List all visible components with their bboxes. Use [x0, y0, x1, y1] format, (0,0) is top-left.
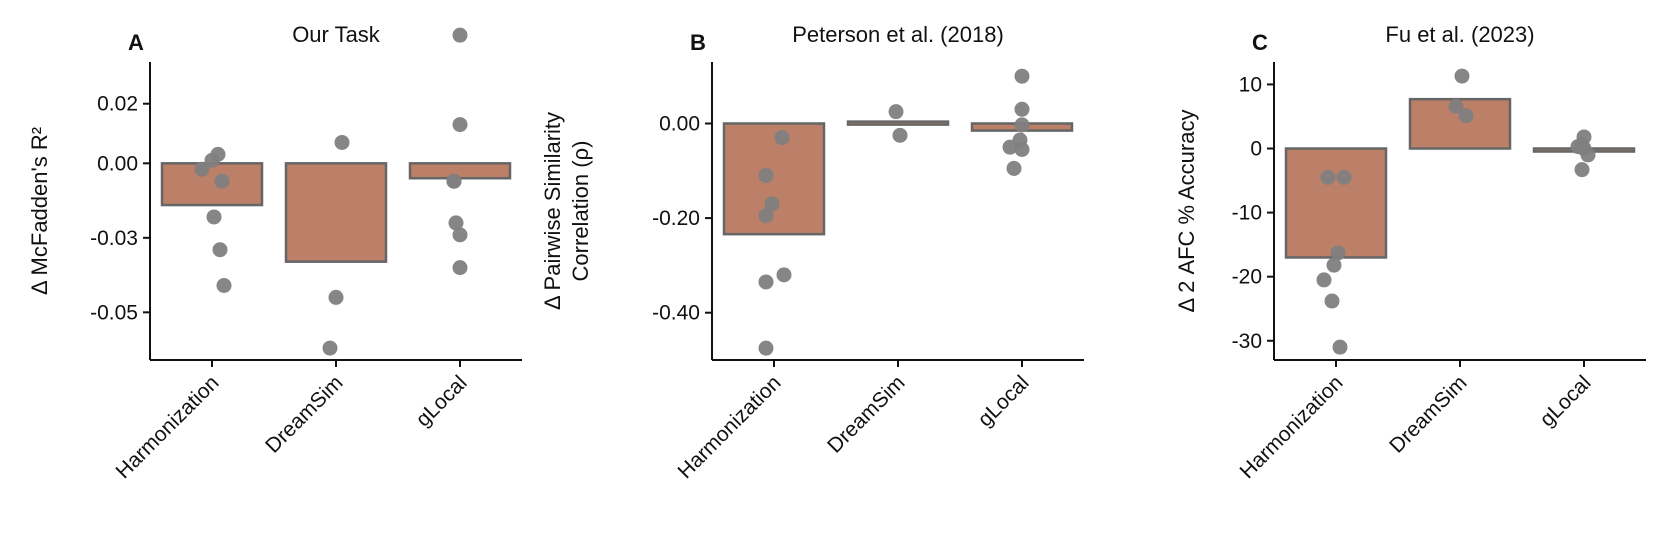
x-tick-label: gLocal — [412, 371, 472, 431]
data-point — [1014, 101, 1030, 117]
bar-harmonization — [160, 162, 264, 207]
data-point — [758, 168, 774, 184]
panel-b: B Peterson et al. (2018) 0.00 -0.20 -0.40 H… — [540, 22, 1084, 483]
x-tick-label: DreamSim — [823, 371, 909, 457]
data-point — [892, 127, 908, 143]
x-tick-label: Harmonization — [674, 371, 786, 483]
data-point — [334, 134, 350, 150]
panel-a-plot: 0.02 0.00 -0.03 -0.05 Harmonization DreamSim g… — [27, 27, 522, 483]
panel-c-title: Fu et al. (2023) — [1385, 22, 1534, 47]
panel-a-letter: A — [128, 30, 144, 55]
panel-a: A Our Task 0.02 0.00 -0.03 -0.05 Harmonizati… — [27, 22, 522, 483]
panel-c-plot: 10 0 -10 -20 -30 Harmonization DreamSim gLocal Δ… — [1174, 62, 1646, 483]
data-point — [1574, 162, 1590, 178]
bar-harmonization — [722, 122, 826, 236]
y-axis-label: Δ Pairwise Similarity Correlation (ρ) — [540, 112, 593, 310]
data-point — [206, 209, 222, 225]
data-point — [1448, 98, 1464, 114]
data-point — [1014, 117, 1030, 133]
data-point — [322, 340, 338, 356]
x-tick-label: Harmonization — [112, 371, 224, 483]
data-point — [328, 289, 344, 305]
data-point — [1006, 160, 1022, 176]
panel-b-plot: 0.00 -0.20 -0.40 Harmonization DreamSim gLoca… — [540, 62, 1084, 483]
data-point — [1454, 68, 1470, 84]
data-point — [1332, 339, 1348, 355]
y-tick-label: 0.00 — [659, 112, 700, 135]
data-point — [774, 130, 790, 146]
data-point — [758, 274, 774, 290]
data-point — [1458, 108, 1474, 124]
x-tick-label: DreamSim — [1385, 371, 1471, 457]
data-point — [452, 260, 468, 276]
data-point — [1014, 68, 1030, 84]
data-point — [214, 173, 230, 189]
panel-b-title: Peterson et al. (2018) — [792, 22, 1004, 47]
bar-glocal — [408, 162, 512, 180]
y-tick-label: 0.02 — [97, 93, 138, 116]
y-tick-label: -0.20 — [652, 207, 700, 230]
data-point — [1002, 139, 1018, 155]
x-tick-label: Harmonization — [1236, 371, 1348, 483]
y-axis-label: Δ McFadden's R² — [27, 127, 52, 295]
y-tick-label: 0.00 — [97, 152, 138, 175]
data-point — [1316, 272, 1332, 288]
data-point — [204, 152, 220, 168]
data-point — [776, 267, 792, 283]
x-tick-label: gLocal — [974, 371, 1034, 431]
data-point — [448, 215, 464, 231]
data-point — [446, 173, 462, 189]
y-tick-label: -0.05 — [90, 301, 138, 324]
bar-harmonization — [1284, 147, 1388, 259]
data-point — [452, 117, 468, 133]
y-tick-label: -30 — [1232, 330, 1262, 353]
data-point — [212, 242, 228, 258]
data-point — [1330, 245, 1346, 261]
panel-c: C Fu et al. (2023) 10 0 -10 -20 -30 Harmoniza… — [1174, 22, 1646, 483]
data-point — [1336, 169, 1352, 185]
x-tick-label: DreamSim — [261, 371, 347, 457]
y-tick-label: 10 — [1239, 73, 1262, 96]
data-point — [194, 161, 210, 177]
panel-c-letter: C — [1252, 30, 1268, 55]
data-point — [1324, 293, 1340, 309]
panel-a-title: Our Task — [292, 22, 381, 47]
data-point — [758, 340, 774, 356]
data-point — [758, 208, 774, 224]
data-point — [1580, 147, 1596, 163]
y-tick-label: -20 — [1232, 266, 1262, 289]
y-tick-label: -0.40 — [652, 302, 700, 325]
data-point — [452, 227, 468, 243]
data-point — [1326, 257, 1342, 273]
bar-dreamsim — [284, 162, 388, 263]
y-tick-label: -10 — [1232, 202, 1262, 225]
data-point — [764, 196, 780, 212]
data-point — [452, 27, 468, 43]
panel-b-letter: B — [690, 30, 706, 55]
data-point — [1014, 142, 1030, 158]
y-tick-label: 0 — [1250, 138, 1262, 161]
x-tick-label: gLocal — [1536, 371, 1596, 431]
bar-dreamsim — [846, 120, 950, 126]
data-point — [216, 278, 232, 293]
y-tick-label: -0.03 — [90, 227, 138, 250]
y-axis-label: Δ 2 AFC % Accuracy — [1174, 110, 1199, 313]
data-point — [888, 104, 904, 120]
data-point — [1320, 169, 1336, 185]
